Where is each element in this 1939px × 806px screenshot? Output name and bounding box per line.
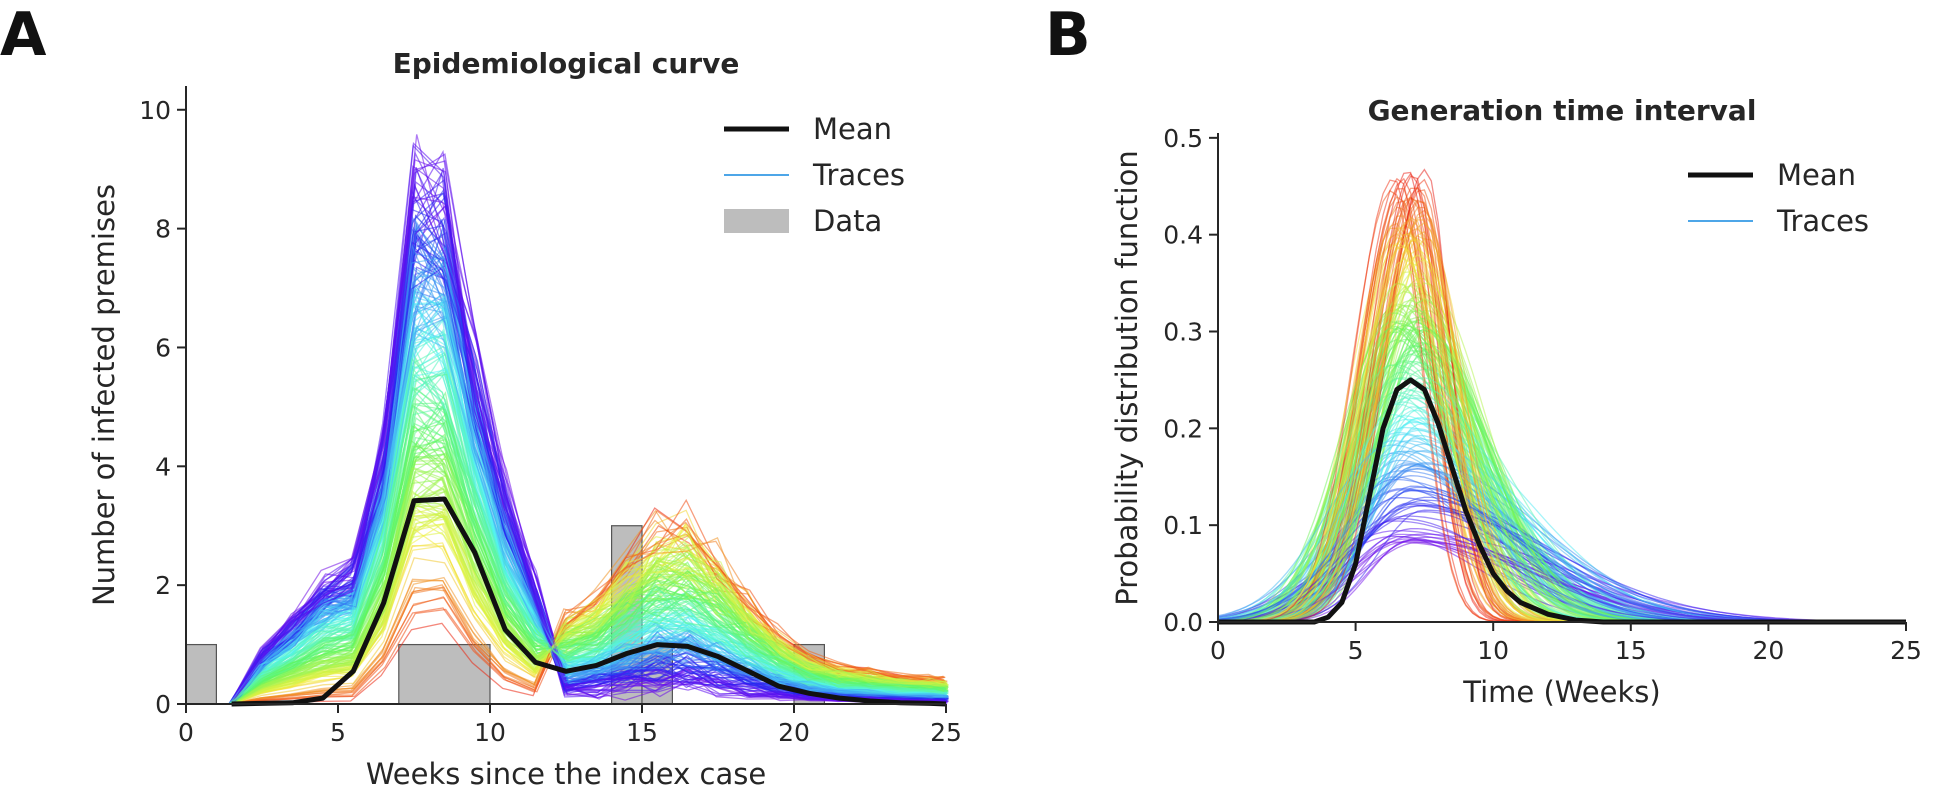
x-axis-label-b: Time (Weeks) [1462, 675, 1660, 709]
trace-line [230, 386, 945, 705]
legend-a: Mean Traces Data [724, 112, 905, 238]
trace-line [229, 357, 945, 705]
legend-label-mean-a: Mean [813, 112, 892, 146]
trace-line [229, 445, 945, 705]
trace-line [231, 510, 946, 705]
trace-line [233, 501, 949, 705]
trace-line [231, 446, 947, 705]
a-ytick-label: 2 [155, 571, 171, 600]
trace-line [230, 517, 946, 705]
legend-label-traces-a: Traces [812, 158, 905, 192]
trace-line [229, 243, 945, 705]
y-ticks-a: 0 2 4 6 8 10 [139, 96, 186, 719]
b-ytick-label: 0.1 [1163, 511, 1203, 540]
a-xtick-label: 20 [778, 718, 810, 747]
chart-title-a: Epidemiological curve [393, 47, 740, 80]
trace-line [1218, 509, 1906, 623]
legend-b: Mean Traces [1688, 158, 1869, 238]
legend-label-data-a: Data [813, 204, 882, 238]
trace-line [229, 507, 944, 705]
a-ytick-label: 10 [139, 96, 171, 125]
b-xtick-label: 15 [1615, 636, 1647, 665]
legend-label-traces-b: Traces [1776, 204, 1869, 238]
y-ticks-b: 0.0 0.1 0.2 0.3 0.4 0.5 [1163, 124, 1218, 637]
b-xtick-label: 0 [1210, 636, 1226, 665]
a-xtick-label: 25 [930, 718, 962, 747]
panel-letter-a: A [0, 0, 47, 70]
a-ytick-label: 0 [155, 690, 171, 719]
a-ytick-label: 6 [155, 333, 171, 362]
legend-swatch-data-a [724, 209, 789, 233]
b-ytick-label: 0.3 [1163, 318, 1203, 347]
trace-line [232, 151, 948, 705]
panel-a: A Epidemiological curve 0 5 10 15 20 25 0 2 4 6 8… [0, 0, 962, 791]
data-bar [398, 643, 491, 705]
y-axis-label-a: Number of infected premises [87, 184, 121, 606]
x-ticks-b: 0 5 10 15 20 25 [1210, 622, 1922, 665]
a-xtick-label: 15 [626, 718, 658, 747]
b-ytick-label: 0.0 [1163, 608, 1203, 637]
b-ytick-label: 0.4 [1163, 221, 1203, 250]
a-ytick-label: 8 [155, 215, 171, 244]
mean-line-a [231, 496, 947, 707]
panel-letter-b: B [1045, 0, 1091, 70]
a-ytick-label: 4 [155, 452, 171, 481]
b-ytick-label: 0.5 [1163, 124, 1203, 153]
a-xtick-label: 0 [178, 718, 194, 747]
data-bar [185, 643, 217, 705]
chart-title-b: Generation time interval [1368, 94, 1757, 127]
trace-lines-a [228, 134, 949, 705]
panel-b: B Generation time interval 0 5 10 15 20 25 0.… [1045, 0, 1922, 709]
x-axis-label-a: Weeks since the index case [366, 757, 766, 791]
mean-line-b [1218, 377, 1906, 625]
x-ticks-a: 0 5 10 15 20 25 [178, 704, 962, 747]
b-xtick-label: 20 [1752, 636, 1784, 665]
legend-label-mean-b: Mean [1777, 158, 1856, 192]
b-xtick-label: 25 [1890, 636, 1922, 665]
y-axis-label-b: Probability distribution function [1110, 150, 1144, 605]
b-ytick-label: 0.2 [1163, 414, 1203, 443]
a-xtick-label: 5 [330, 718, 346, 747]
a-xtick-label: 10 [474, 718, 506, 747]
b-xtick-label: 10 [1477, 636, 1509, 665]
b-xtick-label: 5 [1348, 636, 1364, 665]
